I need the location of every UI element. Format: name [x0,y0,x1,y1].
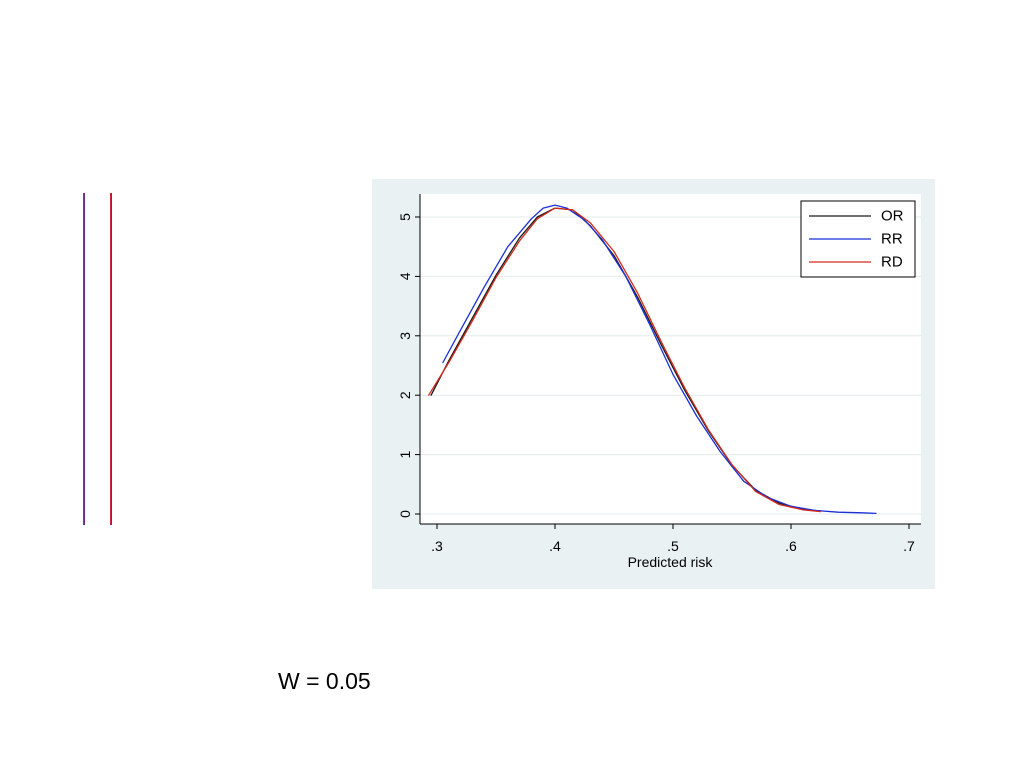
y-tick-label-1: 1 [397,450,413,458]
series-line-rd [428,207,822,513]
left-marker-line-2 [110,193,112,525]
y-tick-label-3: 3 [397,332,413,340]
legend-label-or: OR [881,208,904,225]
x-axis-label: Predicted risk [628,554,714,570]
x-tick-label-2: .5 [667,538,679,554]
series-line-rr [442,204,877,515]
bandwidth-caption: W = 0.05 [278,668,371,694]
y-tick-label-0: 0 [397,510,413,518]
series-line-or [430,207,822,512]
y-tick-label-2: 2 [397,391,413,399]
legend-label-rr: RR [881,231,903,248]
legend: OR RR RD [800,200,916,278]
x-tick-label-4: .7 [903,538,915,554]
x-tick-label-3: .6 [785,538,797,554]
axes: 0 1 2 3 4 5 .3 .4 .5 .6 .7 [397,194,921,554]
left-marker-line-1 [83,193,85,525]
legend-label-rd: RD [881,254,903,271]
series-lines [428,204,877,515]
x-tick-label-1: .4 [549,538,561,554]
x-tick-label-0: .3 [431,538,443,554]
y-tick-label-4: 4 [397,272,413,280]
y-tick-label-5: 5 [397,213,413,221]
